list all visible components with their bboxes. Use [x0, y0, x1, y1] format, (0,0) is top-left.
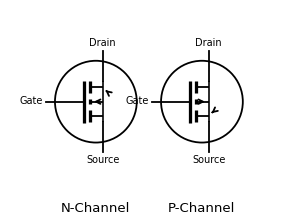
Text: Gate: Gate — [20, 96, 43, 106]
Text: Source: Source — [192, 155, 226, 165]
Text: Drain: Drain — [89, 38, 116, 48]
Text: Source: Source — [86, 155, 119, 165]
Text: Gate: Gate — [125, 96, 149, 106]
Text: Drain: Drain — [196, 38, 222, 48]
Text: N-Channel: N-Channel — [61, 202, 130, 215]
Text: P-Channel: P-Channel — [168, 202, 236, 215]
